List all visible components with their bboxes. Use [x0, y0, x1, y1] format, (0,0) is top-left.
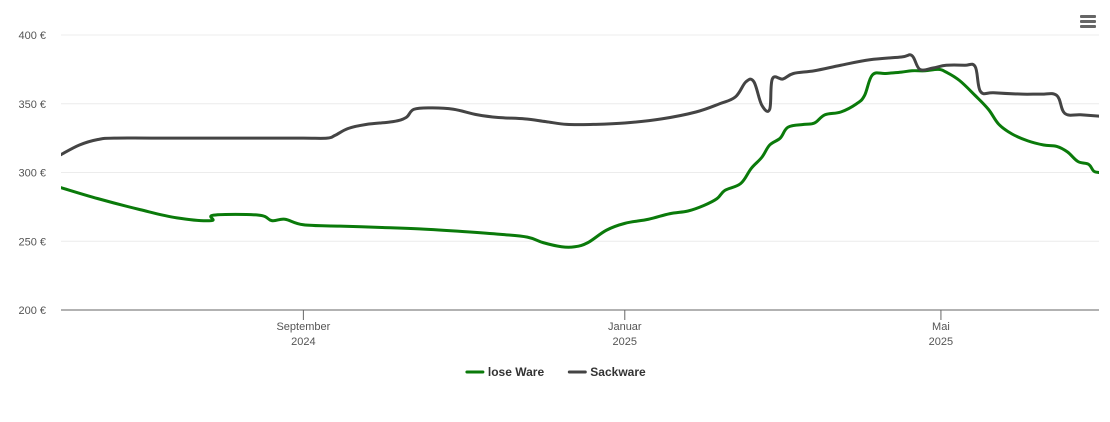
series-lines [61, 53, 1099, 249]
menu-line [1080, 25, 1096, 28]
legend-item[interactable]: lose Ware [465, 365, 545, 379]
x-tick-label-month: Januar [608, 321, 642, 333]
series-line-sackware [61, 53, 1099, 157]
grid-lines [61, 34, 1099, 242]
x-tick-label-year: 2024 [291, 336, 315, 348]
menu-line [1080, 15, 1096, 18]
axes: 200 € 250 € 300 € 350 € 400 € September 2024 Ja… [18, 30, 1099, 348]
y-tick-label: 400 € [18, 30, 46, 42]
menu-line [1080, 20, 1096, 23]
x-tick-label-month: Mai [932, 321, 950, 333]
x-tick-label-month: September [276, 321, 330, 333]
legend-label: Sackware [590, 365, 646, 379]
hamburger-menu-icon[interactable] [1076, 10, 1100, 32]
legend-item[interactable]: Sackware [567, 365, 646, 379]
series-line-lose-ware [61, 67, 1099, 249]
y-tick-label: 250 € [18, 236, 46, 248]
y-tick-label: 350 € [18, 99, 46, 111]
legend[interactable]: lose Ware Sackware [465, 365, 646, 379]
x-tick-label-year: 2025 [929, 336, 953, 348]
legend-label: lose Ware [488, 365, 545, 379]
y-tick-label: 200 € [18, 305, 46, 317]
y-tick-label: 300 € [18, 168, 46, 180]
x-tick-label-year: 2025 [613, 336, 637, 348]
